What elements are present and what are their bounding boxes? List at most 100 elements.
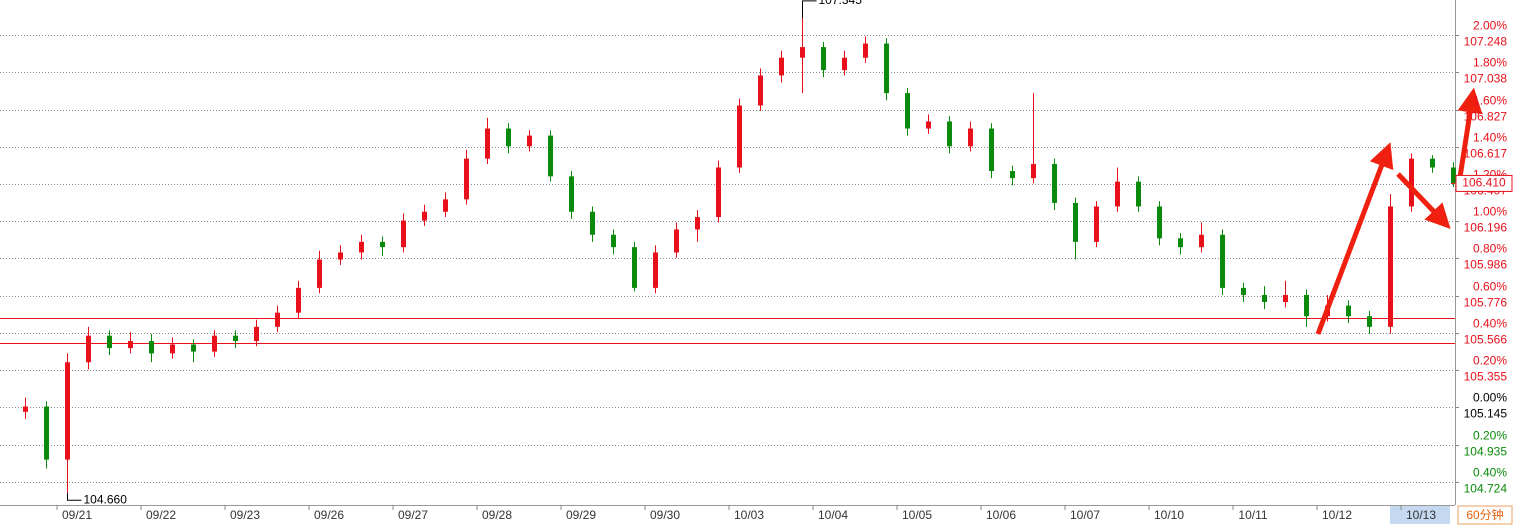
candle-body — [800, 47, 805, 58]
y-tick-label: 105.986 — [1464, 258, 1508, 272]
candle-body — [695, 217, 700, 230]
x-tick-label: 09/26 — [314, 508, 344, 522]
y-tick-label: 104.724 — [1464, 482, 1508, 496]
candle-body — [1241, 287, 1246, 295]
pct-tick-label: 1.40% — [1473, 131, 1507, 145]
candle-body — [1031, 163, 1036, 179]
pct-tick-label: 1.00% — [1473, 205, 1507, 219]
candle-body — [1010, 171, 1015, 179]
x-tick-label: 09/22 — [146, 508, 176, 522]
candle-body — [1052, 163, 1057, 203]
x-tick-label: 10/06 — [986, 508, 1016, 522]
candle-body — [926, 121, 931, 129]
candle-body — [821, 47, 826, 71]
pct-tick-label: 0.80% — [1473, 242, 1507, 256]
annotation-leader — [802, 0, 817, 18]
candle-body — [1178, 238, 1183, 248]
y-tick-label: 106.827 — [1464, 110, 1508, 124]
x-tick-label: 10/10 — [1154, 508, 1184, 522]
candle-body — [317, 259, 322, 288]
annotation-leader — [67, 493, 82, 501]
candle-body — [989, 128, 994, 172]
x-tick-label: 10/05 — [902, 508, 932, 522]
candle-body — [1157, 206, 1162, 239]
candle-body — [1220, 234, 1225, 288]
candle-body — [1346, 305, 1351, 317]
candle-body — [1115, 181, 1120, 207]
candle-body — [590, 211, 595, 235]
candle-body — [863, 43, 868, 58]
candle-body — [716, 167, 721, 218]
y-tick-label: 105.566 — [1464, 333, 1508, 347]
candle-body — [1262, 294, 1267, 303]
candle-body — [254, 326, 259, 341]
candle-body — [506, 128, 511, 147]
candle-body — [359, 241, 364, 253]
annotation: 107.345 — [819, 0, 863, 7]
candle-body — [44, 406, 49, 460]
candle-body — [275, 312, 280, 327]
x-tick-label: 09/30 — [650, 508, 680, 522]
candle-body — [1304, 294, 1309, 317]
x-tick-label: 09/21 — [62, 508, 92, 522]
pct-tick-label: 1.60% — [1473, 94, 1507, 108]
x-tick-label: 09/29 — [566, 508, 596, 522]
candle-body — [737, 105, 742, 168]
candle-body — [611, 234, 616, 248]
pct-tick-label: 0.20% — [1473, 354, 1507, 368]
pct-tick-label: 0.00% — [1473, 391, 1507, 405]
x-tick-label: 09/27 — [398, 508, 428, 522]
candle-body — [380, 241, 385, 248]
timeframe: 60分钟 — [1466, 507, 1503, 522]
x-tick-label: 10/13 — [1406, 508, 1436, 522]
date-highlight — [1390, 506, 1450, 524]
candle-body — [674, 229, 679, 253]
candle-body — [128, 340, 133, 349]
annotation: 104.660 — [84, 492, 128, 506]
y-tick-label: 106.617 — [1464, 147, 1508, 161]
candle-body — [464, 158, 469, 200]
candle-body — [1073, 202, 1078, 242]
x-tick-label: 10/03 — [734, 508, 764, 522]
y-tick-label: 107.248 — [1464, 35, 1508, 49]
arrow — [1315, 142, 1394, 335]
candle-body — [905, 93, 910, 129]
candle-body — [86, 335, 91, 363]
candle-body — [233, 335, 238, 341]
candle-body — [779, 57, 784, 76]
candle-body — [1430, 158, 1435, 168]
candle-body — [443, 199, 448, 212]
candle-body — [632, 247, 637, 288]
candle-body — [170, 344, 175, 354]
y-tick-label: 105.145 — [1464, 407, 1508, 421]
candle-body — [527, 135, 532, 147]
arrow — [1396, 172, 1451, 230]
candle-body — [1451, 167, 1456, 184]
timeframe-box — [1457, 505, 1513, 525]
candle-body — [422, 211, 427, 221]
candle-body — [884, 43, 889, 94]
candle-body — [1199, 234, 1204, 248]
last-price-box — [1455, 174, 1513, 192]
pct-tick-label: 0.40% — [1473, 466, 1507, 480]
y-tick-label: 104.935 — [1464, 445, 1508, 459]
candle-body — [1409, 158, 1414, 207]
candle-body — [401, 220, 406, 248]
candle-body — [1283, 294, 1288, 303]
candle-body — [758, 75, 763, 106]
y-tick-label: 106.196 — [1464, 221, 1508, 235]
candle-body — [338, 252, 343, 260]
pct-tick-label: 1.80% — [1473, 56, 1507, 70]
x-tick-label: 10/11 — [1238, 508, 1267, 522]
x-tick-label: 10/07 — [1070, 508, 1100, 522]
pct-tick-label: 0.60% — [1473, 280, 1507, 294]
y-tick-label: 105.355 — [1464, 370, 1508, 384]
candle-body — [1136, 181, 1141, 207]
pct-tick-label: 2.00% — [1473, 19, 1507, 33]
x-tick-label: 09/23 — [230, 508, 260, 522]
last-price: 106.410 — [1462, 176, 1506, 190]
candle-body — [947, 121, 952, 147]
candle-body — [212, 335, 217, 352]
